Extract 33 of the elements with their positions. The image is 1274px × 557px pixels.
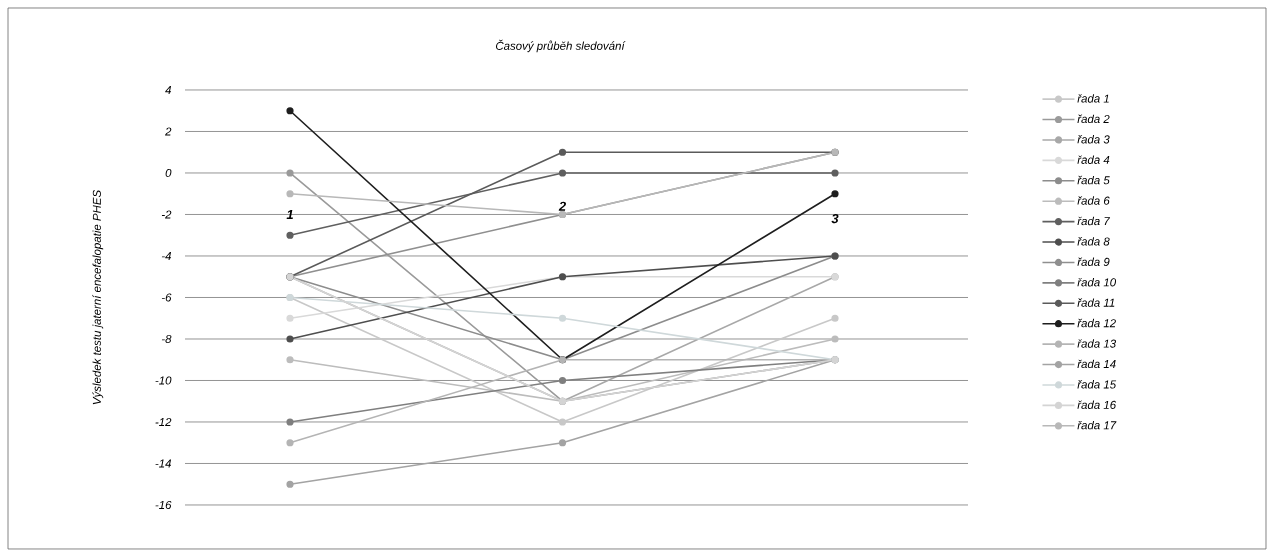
y-tick-label: -10 [155, 376, 172, 385]
y-tick-label: 0 [165, 168, 172, 178]
y-tick-label: 4 [165, 86, 172, 94]
legend-label: řada 5 [1077, 175, 1110, 185]
y-tick-label: -6 [161, 293, 172, 302]
legend-label: řada 3 [1077, 135, 1110, 144]
legend-label: řada 13 [1077, 339, 1116, 348]
y-tick-label: 2 [165, 127, 172, 136]
legend-label: řada 7 [1077, 216, 1111, 226]
legend-label: řada 15 [1077, 380, 1117, 389]
legend-label: řada 6 [1077, 196, 1110, 205]
annotation: 2 [558, 201, 566, 211]
y-tick-label: -12 [155, 417, 172, 426]
legend-label: řada 8 [1077, 237, 1110, 246]
legend-label: řada 14 [1077, 359, 1116, 369]
y-tick-label: -14 [155, 459, 172, 468]
legend-label: řada 2 [1077, 114, 1110, 124]
y-tick-label: -4 [161, 252, 172, 260]
legend-label: řada 16 [1077, 400, 1117, 409]
legend-label: řada 12 [1077, 318, 1116, 328]
y-tick-label: -16 [155, 500, 172, 510]
annotation: 3 [831, 214, 839, 224]
legend-label: řada 11 [1077, 298, 1115, 307]
y-tick-label: -2 [161, 210, 172, 219]
annotation: 1 [286, 210, 293, 219]
legend-label: řada 9 [1077, 257, 1110, 266]
y-axis-title: Výsledek testu jaterní encefalopatie PHES [92, 190, 104, 405]
legend-label: řada 10 [1077, 277, 1117, 287]
chart-title: Časový průběh sledování [495, 39, 626, 53]
legend-label: řada 17 [1077, 420, 1117, 430]
legend-label: řada 4 [1077, 155, 1110, 164]
legend-label: řada 1 [1077, 94, 1109, 103]
y-tick-label: -8 [161, 334, 172, 344]
